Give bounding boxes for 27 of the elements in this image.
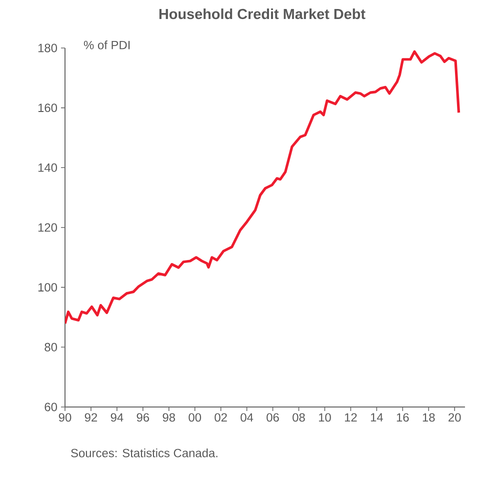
x-tick-label: 90 (58, 413, 72, 422)
x-tick-label: 96 (136, 413, 150, 422)
x-tick-label: 00 (188, 413, 202, 422)
x-tick-label: 10 (318, 413, 331, 422)
y-tick-label: 80 (44, 342, 58, 352)
x-tick-label: 08 (292, 413, 305, 422)
chart-title: Household Credit Market Debt (159, 8, 366, 20)
x-tick-label: 04 (240, 413, 254, 422)
y-tick-label: 180 (38, 44, 58, 52)
x-tick-label: 18 (422, 413, 435, 422)
y-tick-label: 160 (38, 104, 58, 112)
y-tick-label: 120 (38, 223, 58, 232)
x-tick-label: 12 (344, 413, 357, 422)
x-tick-label: 14 (370, 413, 383, 422)
x-tick-label: 92 (84, 413, 98, 422)
y-tick-label: 100 (38, 283, 58, 292)
source-note: Sources: Statistics Canada. (71, 448, 218, 458)
x-tick-label: 20 (448, 413, 461, 422)
line-series (65, 50, 460, 325)
x-tick-label: 98 (162, 413, 176, 422)
x-tick-label: 94 (110, 413, 124, 422)
x-tick-label: 02 (214, 413, 227, 422)
y-tick-label: 140 (38, 163, 58, 172)
annotation: % of PDI (84, 40, 130, 50)
x-tick-label: 06 (266, 413, 279, 422)
x-tick-label: 16 (396, 413, 409, 422)
y-tick-label: 60 (44, 402, 58, 412)
